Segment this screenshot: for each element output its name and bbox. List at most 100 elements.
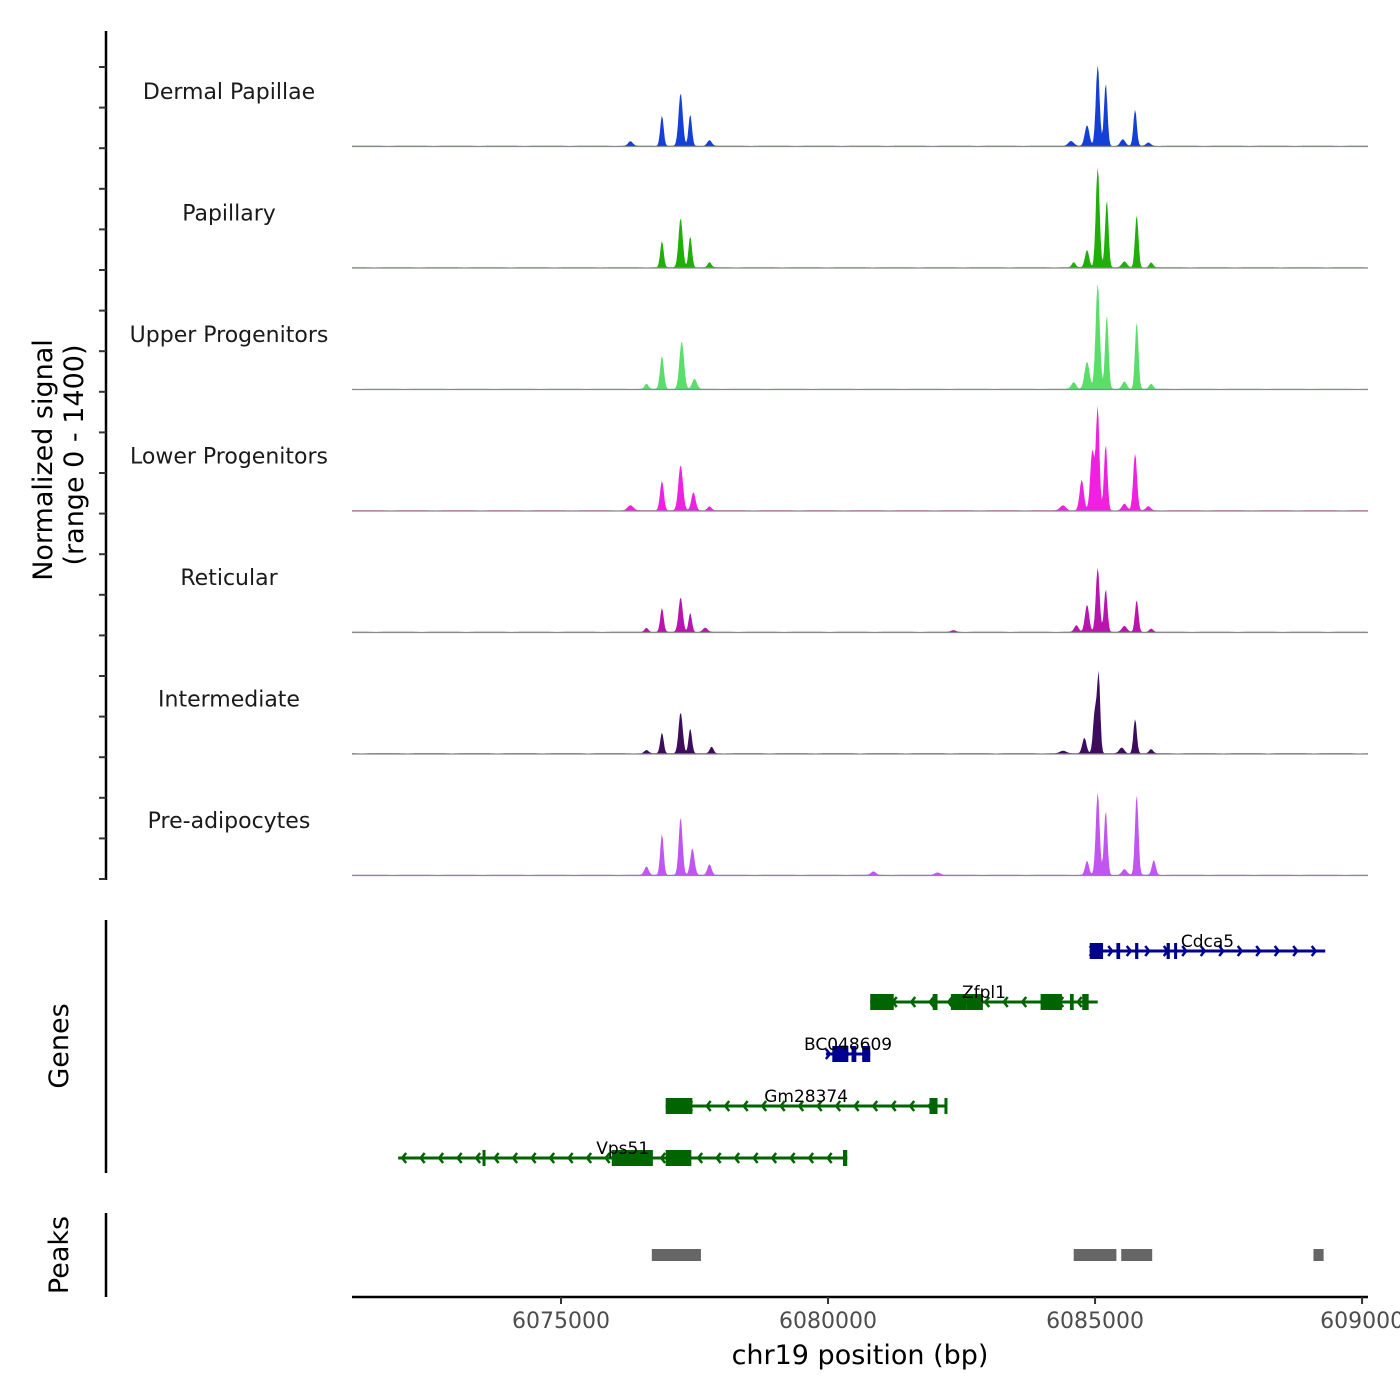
x-tick-label: 609000 xyxy=(1320,1309,1400,1334)
strand-arrow-icon xyxy=(983,996,991,1008)
gene-model: Zfpl1 xyxy=(870,983,1098,1010)
strand-arrow-icon xyxy=(797,1100,805,1112)
gene-label: Zfpl1 xyxy=(962,983,1006,1003)
coverage-area xyxy=(352,670,1368,754)
strand-arrow-icon xyxy=(723,1100,731,1112)
strand-arrow-icon xyxy=(1273,945,1281,957)
coverage-track: Upper Progenitors xyxy=(130,283,1368,391)
gene-label: Cdca5 xyxy=(1181,932,1234,952)
gene-label: Vps51 xyxy=(596,1139,649,1159)
peak-region xyxy=(651,1249,701,1261)
strand-arrow-icon xyxy=(1125,945,1133,957)
gene-exon xyxy=(1089,943,1104,959)
strand-arrow-icon xyxy=(604,1152,611,1164)
strand-arrow-icon xyxy=(908,1100,916,1112)
strand-arrow-icon xyxy=(890,1100,897,1112)
strand-arrow-icon xyxy=(742,1100,749,1112)
track-label: Upper Progenitors xyxy=(130,323,329,348)
strand-arrow-icon xyxy=(807,1152,815,1164)
coverage-track: Pre-adipocytes xyxy=(148,792,1368,877)
gene-exon xyxy=(944,1098,948,1114)
strand-arrow-icon xyxy=(456,1152,463,1164)
strand-arrow-icon xyxy=(752,1152,759,1164)
strand-arrow-icon xyxy=(437,1152,445,1164)
strand-arrow-icon xyxy=(770,1152,778,1164)
strand-arrow-icon xyxy=(1107,945,1114,957)
strand-arrow-icon xyxy=(1144,945,1151,957)
gene-exon xyxy=(950,994,967,1010)
strand-arrow-icon xyxy=(705,1100,712,1112)
genes-track-title: Genes xyxy=(44,1003,75,1088)
gene-exon xyxy=(1082,994,1089,1010)
y-axis-title-line-1: Normalized signal xyxy=(28,339,59,581)
coverage-area xyxy=(352,167,1368,268)
coverage-track: Intermediate xyxy=(158,670,1368,755)
gene-exon xyxy=(842,1150,848,1166)
coverage-track: Dermal Papillae xyxy=(143,65,1368,148)
x-tick-label: 6085000 xyxy=(1046,1309,1144,1334)
gene-model: BC048609 xyxy=(804,1035,892,1062)
gene-exon xyxy=(665,1150,692,1166)
coverage-track: Reticular xyxy=(180,566,1368,634)
x-tick-label: 6075000 xyxy=(512,1309,610,1334)
strand-arrow-icon xyxy=(696,1152,704,1164)
gene-exon xyxy=(870,994,894,1010)
track-label: Papillary xyxy=(182,202,276,227)
track-label: Dermal Papillae xyxy=(143,80,315,105)
track-label: Lower Progenitors xyxy=(130,445,328,470)
gene-exon xyxy=(665,1098,693,1114)
strand-arrow-icon xyxy=(419,1152,426,1164)
strand-arrow-icon xyxy=(511,1152,519,1164)
strand-arrow-icon xyxy=(760,1100,768,1112)
strand-arrow-icon xyxy=(548,1152,556,1164)
strand-arrow-icon xyxy=(733,1152,741,1164)
strand-arrow-icon xyxy=(871,1100,879,1112)
strand-arrow-icon xyxy=(826,1152,833,1164)
track-label: Pre-adipocytes xyxy=(148,809,311,834)
strand-arrow-icon xyxy=(1310,945,1318,957)
strand-arrow-icon xyxy=(567,1152,574,1164)
gene-exon xyxy=(1040,994,1062,1010)
coverage-y-axis-ticks xyxy=(99,66,106,880)
strand-arrow-icon xyxy=(1199,945,1207,957)
track-label: Intermediate xyxy=(158,688,300,713)
strand-arrow-icon xyxy=(1076,996,1083,1008)
coverage-track: Lower Progenitors xyxy=(130,405,1368,512)
gene-exon xyxy=(1069,994,1074,1010)
coverage-track: Papillary xyxy=(182,167,1368,269)
gene-exon xyxy=(929,1098,938,1114)
gene-label: BC048609 xyxy=(804,1035,892,1055)
x-axis-ticks: 6075000 6080000 6085000 609000 xyxy=(512,1297,1400,1334)
strand-arrow-icon xyxy=(400,1152,408,1164)
strand-arrow-icon xyxy=(816,1100,823,1112)
coverage-area xyxy=(352,283,1368,390)
gene-exon xyxy=(832,1046,849,1062)
gene-exon xyxy=(1166,943,1170,959)
y-axis-title-line-2: (range 0 - 1400) xyxy=(59,345,90,566)
coverage-area xyxy=(352,65,1368,147)
coverage-area xyxy=(352,792,1368,876)
strand-arrow-icon xyxy=(1292,945,1299,957)
gene-model: Cdca5 xyxy=(1088,932,1326,959)
coverage-area xyxy=(352,405,1368,511)
strand-arrow-icon xyxy=(834,1100,842,1112)
strand-arrow-icon xyxy=(493,1152,500,1164)
strand-arrow-icon xyxy=(715,1152,722,1164)
strand-arrow-icon xyxy=(585,1152,593,1164)
strand-arrow-icon xyxy=(474,1152,482,1164)
strand-arrow-icon xyxy=(1218,945,1225,957)
strand-arrow-icon xyxy=(928,996,935,1008)
gene-exon xyxy=(611,1150,653,1166)
gene-label: Gm28374 xyxy=(764,1087,848,1107)
strand-arrow-icon xyxy=(909,996,917,1008)
strand-arrow-icon xyxy=(1181,945,1188,957)
strand-arrow-icon xyxy=(824,1048,832,1060)
strand-arrow-icon xyxy=(789,1152,796,1164)
gene-exon xyxy=(482,1150,486,1166)
track-label: Reticular xyxy=(180,566,278,591)
coverage-area xyxy=(352,568,1368,633)
gene-model: Vps51 xyxy=(398,1139,848,1166)
y-axis-title: Normalized signal (range 0 - 1400) xyxy=(28,339,90,581)
strand-arrow-icon xyxy=(659,1152,667,1164)
